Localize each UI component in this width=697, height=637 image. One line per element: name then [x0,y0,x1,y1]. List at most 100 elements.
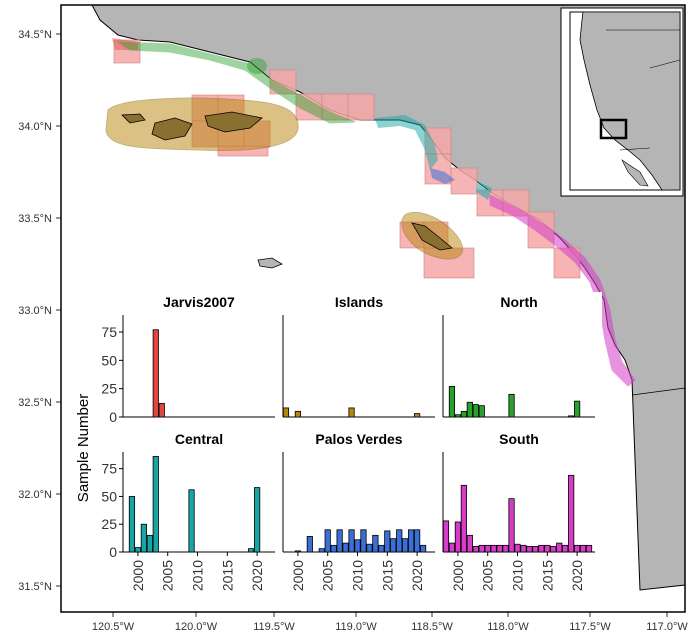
islands-north-buffer [105,97,299,151]
lon-tick-label: 117.0°W [646,621,688,633]
lon-tick-label: 118.0°W [487,621,529,633]
bar [508,498,515,553]
inset-baja [621,159,649,187]
grid-cell [450,167,478,195]
bar [454,414,461,418]
bar [348,529,355,553]
bar [490,544,497,553]
bar [140,523,147,553]
bar [360,529,367,553]
bar [466,534,473,553]
bar [408,529,415,553]
bar [502,544,509,553]
grid-cell [113,39,141,64]
bar [254,487,261,553]
lat-tick-label: 34.5°N [18,29,52,41]
lon-tick-label: 120.0°W [175,621,218,633]
bar [152,329,159,418]
y-axis-label: Sample Number [75,394,92,502]
bar [318,548,325,553]
y-tick-label: 25 [101,516,117,532]
lat-tick-label: 33.5°N [18,213,52,225]
bar [152,456,159,553]
x-tick-label: 2010 [190,560,206,591]
central-patch [476,182,492,200]
inset-state-line-2 [649,59,681,69]
island-santabarbara [257,257,283,269]
x-tick-label: 2020 [409,560,425,591]
y-tick-label: 75 [101,324,117,340]
island-santarosa [151,117,193,141]
bar [544,544,551,553]
bar [526,546,533,553]
bar [248,548,255,553]
bar [472,546,479,553]
south-region [489,194,636,387]
x-tick-label: 2020 [569,560,585,591]
palos-verdes-region [430,168,455,184]
bar-chart-grid: Sample Number Jarvis2007 0 25 50 75 Islands No… [75,292,602,604]
panel-title: Palos Verdes [315,431,402,447]
grid-cell [269,69,297,95]
lat-tick-label: 34.0°N [18,121,52,133]
island-santacruz [204,111,263,133]
bar [384,530,391,553]
bar [158,402,165,418]
x-tick-label: 2005 [320,560,336,591]
jarvis-region [112,38,138,50]
bar [514,543,521,553]
bar [306,536,313,553]
bar [556,542,563,553]
bar [550,546,557,553]
bar [585,544,593,553]
x-tick-label: 2005 [160,560,176,591]
bar [146,534,153,553]
bar [414,413,421,418]
y-tick-label: 25 [101,381,117,397]
bar [532,546,539,553]
bar [342,542,349,553]
bar [419,544,427,553]
y-tick-label: 0 [109,544,117,560]
island-sanmiguel [121,113,146,124]
bar [188,489,195,553]
bar [348,407,355,418]
bar [396,529,403,553]
bar [294,410,301,418]
bar [134,547,141,553]
north-region [116,41,356,124]
bar [366,543,373,553]
x-tick-label: 2000 [450,560,466,591]
north-patch [247,58,267,74]
panel-islands: Islands [282,294,435,418]
bar [330,544,337,553]
bar [378,544,385,553]
x-tick-label: 2015 [219,560,235,591]
bar [294,550,301,553]
grid-cell [321,93,349,121]
y-tick-label: 0 [109,409,117,425]
longitude-ticks: 120.5°W 120.0°W 119.5°W 119.0°W 118.5°W 118.0… [92,612,688,633]
bar [442,520,450,553]
grid-cell [347,93,375,121]
bar [466,401,473,418]
x-tick-label: 2005 [480,560,496,591]
panel-north: North [442,294,595,418]
latitude-ticks: 34.5°N 34.0°N 33.5°N 33.0°N 32.5°N 32.0°N 31.5… [18,29,61,593]
x-tick-label: 2010 [510,560,526,591]
bar [460,410,467,418]
y-tick-label: 50 [101,352,117,368]
inset-border-line [619,147,651,151]
panel-title: Central [175,431,223,447]
bar [568,474,575,553]
bar [336,529,343,553]
bar [508,393,515,418]
lat-tick-label: 32.0°N [18,489,52,501]
bar [414,529,421,553]
bar [496,544,503,553]
bar [454,521,461,553]
bar [460,484,467,553]
lat-tick-label: 32.5°N [18,397,52,409]
bar [324,529,331,553]
